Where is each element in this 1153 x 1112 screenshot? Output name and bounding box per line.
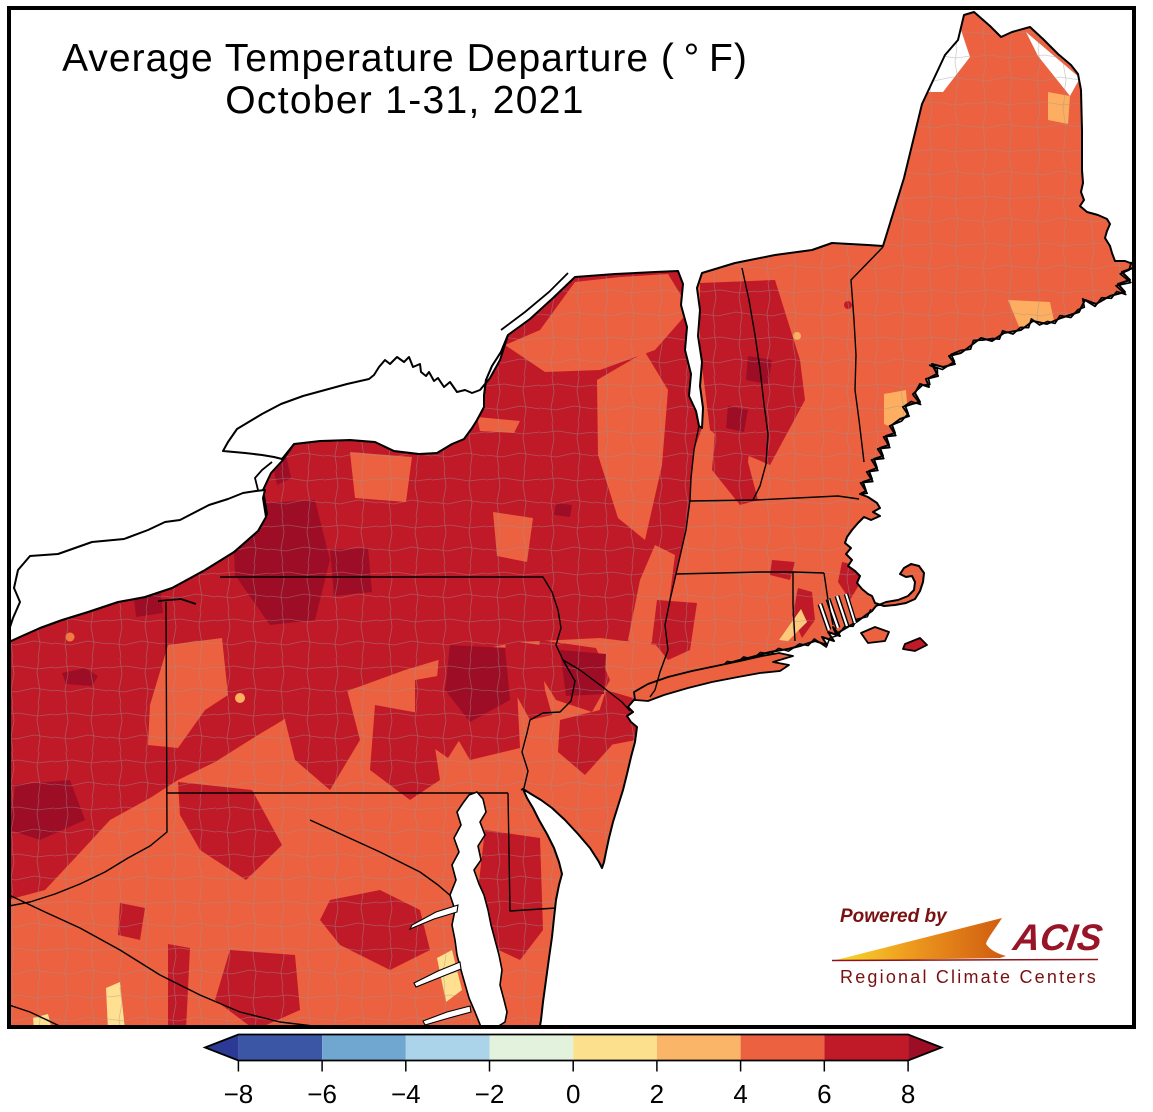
svg-text:4: 4 bbox=[733, 1079, 747, 1109]
svg-text:ACIS: ACIS bbox=[1010, 916, 1105, 958]
svg-text:−2: −2 bbox=[475, 1079, 505, 1109]
svg-text:−4: −4 bbox=[391, 1079, 421, 1109]
svg-text:Regional Climate Centers: Regional Climate Centers bbox=[840, 967, 1098, 987]
svg-text:−6: −6 bbox=[307, 1079, 337, 1109]
svg-text:2: 2 bbox=[650, 1079, 664, 1109]
svg-text:Powered by: Powered by bbox=[840, 906, 948, 927]
svg-text:October 1-31, 2021: October 1-31, 2021 bbox=[225, 79, 584, 122]
svg-text:0: 0 bbox=[566, 1079, 580, 1109]
svg-text:8: 8 bbox=[901, 1079, 915, 1109]
svg-text:−8: −8 bbox=[224, 1079, 254, 1109]
svg-text:Average Temperature Departure: Average Temperature Departure ( ° F) bbox=[62, 37, 748, 80]
svg-text:6: 6 bbox=[817, 1079, 831, 1109]
